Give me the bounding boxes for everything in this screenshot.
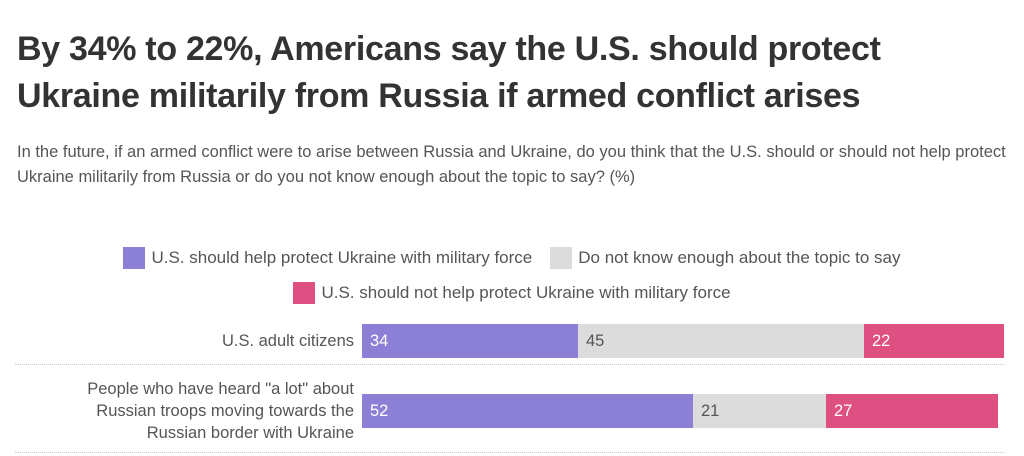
stacked-bar-chart: U.S. adult citizens 34 45 22 People who have… [0,316,1024,456]
chart-subtitle: In the future, if an armed conflict were… [17,143,1006,186]
category-label: U.S. adult citizens [222,330,354,352]
bar-row: 52 21 27 [362,394,1004,428]
category-label-line: Russian border with Ukraine [146,424,354,442]
legend-item-support: U.S. should help protect Ukraine with mi… [123,247,532,269]
category-label-line: U.S. adult citizens [221,332,354,350]
data-label: 45 [586,332,605,350]
bar-segment [578,324,864,358]
chart-title: By 34% to 22%, Americans say the U.S. sh… [17,30,881,115]
data-label: 52 [370,402,389,420]
bar-segment [864,324,1004,358]
legend-swatch-support [123,247,146,269]
bar-segment [826,394,998,428]
data-label: 22 [872,332,891,350]
bar-segment [362,324,578,358]
data-label: 34 [370,332,389,350]
bar-segment [362,394,693,428]
legend-row-1: U.S. should help protect Ukraine with mi… [0,247,1024,269]
legend-row-2: U.S. should not help protect Ukraine wit… [0,282,1024,304]
row-separator [15,364,1005,365]
data-label: 27 [834,402,853,420]
legend-item-oppose: U.S. should not help protect Ukraine wit… [293,282,731,304]
category-label-line: Russian troops moving towards the [96,402,354,420]
legend-swatch-oppose [293,282,316,304]
row-separator [15,452,1005,453]
legend-label-support: U.S. should help protect Ukraine with mi… [151,248,533,267]
bar-row: 34 45 22 [362,324,1004,358]
legend-swatch-unsure [550,247,573,269]
data-label: 21 [701,402,720,420]
bar-segment [693,394,826,428]
legend-label-oppose: U.S. should not help protect Ukraine wit… [321,283,731,302]
category-label-line: People who have heard "a lot" about [87,380,354,398]
legend-item-unsure: Do not know enough about the topic to sa… [550,247,901,269]
category-label: People who have heard "a lot" about Russi… [87,378,354,444]
legend-label-unsure: Do not know enough about the topic to sa… [578,248,901,267]
